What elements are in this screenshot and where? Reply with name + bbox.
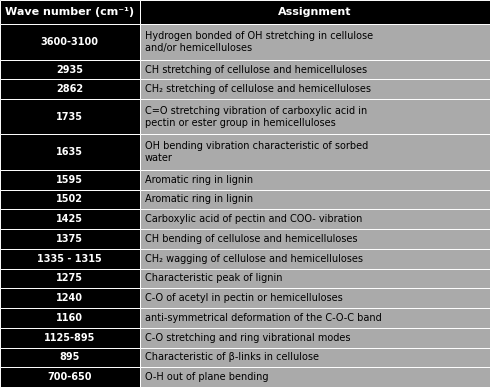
Text: C=O stretching vibration of carboxylic acid in
pectin or ester group in hemicell: C=O stretching vibration of carboxylic a… [145,106,367,128]
Bar [0,229,140,249]
Bar [0,79,140,99]
Bar [0,269,140,288]
Text: 1240: 1240 [56,293,83,303]
Text: CH₂ stretching of cellulose and hemicelluloses: CH₂ stretching of cellulose and hemicell… [145,84,370,94]
Bar [0,367,140,387]
Text: 1160: 1160 [56,313,83,323]
Bar [0,60,140,79]
Bar [140,328,490,348]
Text: 1375: 1375 [56,234,83,244]
Bar [0,0,140,24]
Text: 1335 - 1315: 1335 - 1315 [37,253,102,264]
Text: 3600-3100: 3600-3100 [41,37,99,47]
Text: C-O of acetyl in pectin or hemicelluloses: C-O of acetyl in pectin or hemicellulose… [145,293,343,303]
Text: 2935: 2935 [56,65,83,75]
Text: 1595: 1595 [56,175,83,185]
Bar [140,60,490,79]
Text: 895: 895 [60,353,80,362]
Bar [140,288,490,308]
Bar [140,348,490,367]
Bar [140,135,490,170]
Bar [140,269,490,288]
Bar [140,170,490,190]
Text: Aromatic ring in lignin: Aromatic ring in lignin [145,194,253,204]
Text: 1735: 1735 [56,112,83,122]
Bar [140,229,490,249]
Bar [140,24,490,60]
Text: C-O stretching and ring vibrational modes: C-O stretching and ring vibrational mode… [145,332,350,342]
Text: 1502: 1502 [56,194,83,204]
Text: 2862: 2862 [56,84,83,94]
Text: Hydrogen bonded of OH stretching in cellulose
and/or hemicelluloses: Hydrogen bonded of OH stretching in cell… [145,31,373,53]
Bar [0,209,140,229]
Text: Assignment: Assignment [278,7,352,17]
Bar [140,209,490,229]
Text: Characteristic of β-links in cellulose: Characteristic of β-links in cellulose [145,353,318,362]
Text: 1275: 1275 [56,273,83,283]
Text: anti-symmetrical deformation of the C-O-C band: anti-symmetrical deformation of the C-O-… [145,313,381,323]
Text: OH bending vibration characteristic of sorbed
water: OH bending vibration characteristic of s… [145,141,368,163]
Bar [0,249,140,269]
Text: Carboxylic acid of pectin and COO- vibration: Carboxylic acid of pectin and COO- vibra… [145,214,362,224]
Text: CH₂ wagging of cellulose and hemicelluloses: CH₂ wagging of cellulose and hemicellulo… [145,253,363,264]
Bar [140,0,490,24]
Text: 1635: 1635 [56,147,83,157]
Bar [0,170,140,190]
Text: 1125-895: 1125-895 [44,332,96,342]
Bar [0,348,140,367]
Bar [140,308,490,328]
Bar [140,79,490,99]
Bar [0,288,140,308]
Text: Wave number (cm⁻¹): Wave number (cm⁻¹) [5,7,134,17]
Bar [0,135,140,170]
Bar [140,249,490,269]
Bar [0,308,140,328]
Text: Characteristic peak of lignin: Characteristic peak of lignin [145,273,282,283]
Text: 1425: 1425 [56,214,83,224]
Text: 700-650: 700-650 [48,372,92,382]
Text: CH bending of cellulose and hemicelluloses: CH bending of cellulose and hemicellulos… [145,234,357,244]
Bar [140,99,490,135]
Text: O-H out of plane bending: O-H out of plane bending [145,372,268,382]
Bar [140,367,490,387]
Bar [0,24,140,60]
Bar [140,190,490,209]
Bar [0,99,140,135]
Text: Aromatic ring in lignin: Aromatic ring in lignin [145,175,253,185]
Bar [0,328,140,348]
Text: CH stretching of cellulose and hemicelluloses: CH stretching of cellulose and hemicellu… [145,65,367,75]
Bar [0,190,140,209]
